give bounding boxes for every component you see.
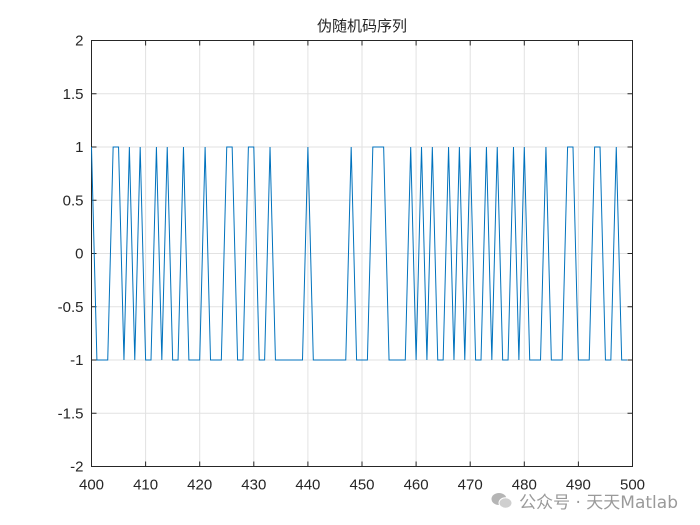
x-tick-labels: 400 410 420 430 440 450 460 470 480 490 500 [79,477,645,494]
x-tick-label: 450 [349,477,374,494]
x-tick-label: 420 [187,477,212,494]
y-tick-label: -1.5 [58,405,84,422]
x-tick-label: 460 [404,477,429,494]
x-tick-label: 500 [620,477,645,494]
x-tick-label: 490 [566,477,591,494]
y-tick-label: -2 [70,459,83,476]
watermark-text: 公众号 · 天天Matlab [519,493,678,513]
x-tick-label: 400 [79,477,104,494]
y-tick-labels: 2 1.5 1 0.5 0 -0.5 -1 -1.5 -2 [58,33,84,476]
watermark: 公众号 · 天天Matlab [491,488,678,513]
chart-title: 伪随机码序列 [317,17,407,35]
tick-marks [91,40,633,467]
x-tick-label: 430 [241,477,266,494]
x-tick-label: 410 [133,477,158,494]
series-line [91,146,628,361]
y-tick-label: 2 [75,33,83,50]
y-tick-label: 0 [75,246,83,263]
y-tick-label: 0.5 [63,192,84,209]
x-tick-label: 480 [512,477,537,494]
x-tick-label: 440 [295,477,320,494]
y-tick-label: 1.5 [63,86,84,103]
grid-lines [91,40,633,467]
y-tick-label: -0.5 [58,299,84,316]
y-tick-label: -1 [70,352,83,369]
y-tick-label: 1 [75,139,83,156]
wechat-icon [491,492,513,510]
x-tick-label: 470 [458,477,483,494]
